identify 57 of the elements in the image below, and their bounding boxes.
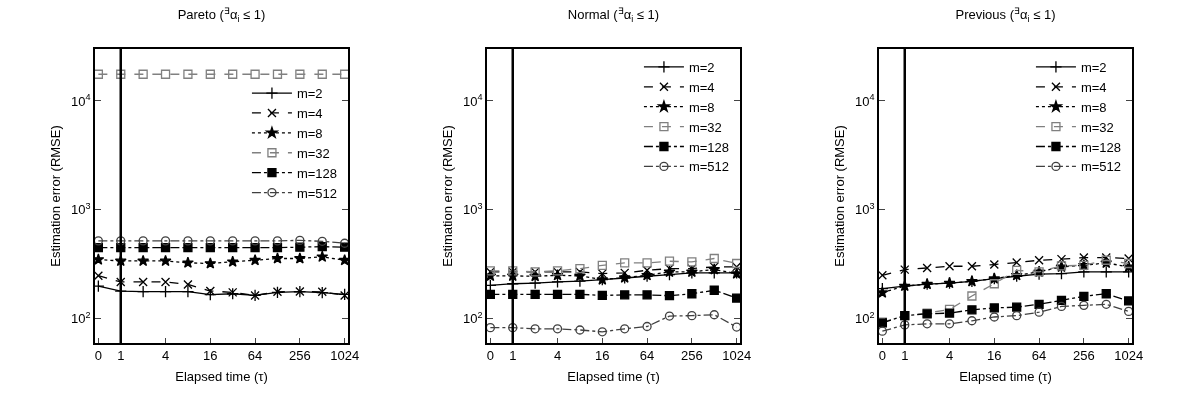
legend-label: m=8 [1080,99,1107,115]
x-tick-label: 4 [553,348,562,364]
y-tick-label: 10$^{3}$ [855,200,875,218]
legend-label: m=4 [1080,79,1107,95]
chart-title: Normal ($^{∃}$α$_{i}$ ≤ 1) [567,5,660,24]
x-tick-label: 64 [247,348,263,364]
x-tick-label: 16 [595,348,610,364]
x-tick-label: 1024 [1114,348,1144,364]
legend-label: m=4 [688,79,715,95]
legend-label: m=32 [296,145,330,161]
x-tick-label: 1024 [722,348,752,364]
legend-label: m=128 [296,165,338,181]
y-tick-label: 10$^{2}$ [463,309,483,327]
x-tick-label: 16 [203,348,218,364]
y-tick-label: 10$^{4}$ [463,92,483,109]
x-axis-title: Elapsed time (τ) [567,369,660,385]
x-tick-label: 1 [117,348,125,364]
legend-label: m=32 [688,119,722,135]
x-tick-label: 64 [639,348,655,364]
legend-label: m=8 [688,99,715,115]
y-tick-label: 10$^{4}$ [71,92,91,109]
y-tick-label: 10$^{2}$ [855,309,875,327]
legend-label: m=128 [688,139,730,155]
x-tick-label: 64 [1031,348,1047,364]
x-tick-label: 1 [509,348,517,364]
y-axis-title: Estimation error (RMSE) [47,125,63,267]
x-axis-title: Elapsed time (τ) [175,369,268,385]
x-tick-label: 1024 [330,348,360,364]
legend-label: m=512 [296,185,338,201]
y-tick-label: 10$^{3}$ [71,200,91,218]
y-axis-title: Estimation error (RMSE) [439,125,455,267]
y-tick-label: 10$^{4}$ [855,92,875,109]
x-tick-label: 1 [901,348,909,364]
legend-label: m=8 [296,125,323,141]
y-tick-label: 10$^{2}$ [71,309,91,327]
legend-label: m=2 [1080,59,1107,75]
legend-label: m=2 [688,59,715,75]
x-tick-label: 0 [878,348,886,364]
x-tick-label: 4 [161,348,170,364]
legend-label: m=2 [296,86,323,102]
chart-title: Pareto ($^{∃}$α$_{i}$ ≤ 1) [177,5,266,24]
legend-label: m=512 [1080,159,1122,175]
x-tick-label: 256 [1073,348,1095,364]
legend-label: m=4 [296,106,323,121]
x-tick-label: 0 [486,348,494,364]
x-tick-label: 0 [94,348,102,364]
x-tick-label: 4 [945,348,954,364]
x-tick-label: 16 [987,348,1002,364]
chart-title: Previous ($^{∃}$α$_{i}$ ≤ 1) [955,5,1056,24]
x-axis-title: Elapsed time (τ) [959,369,1052,385]
legend-label: m=512 [688,159,730,175]
y-tick-label: 10$^{3}$ [463,200,483,218]
x-tick-label: 256 [289,348,311,364]
legend-label: m=128 [1080,139,1122,155]
legend-label: m=32 [1080,119,1114,135]
x-tick-label: 256 [681,348,703,364]
y-axis-title: Estimation error (RMSE) [831,125,847,267]
